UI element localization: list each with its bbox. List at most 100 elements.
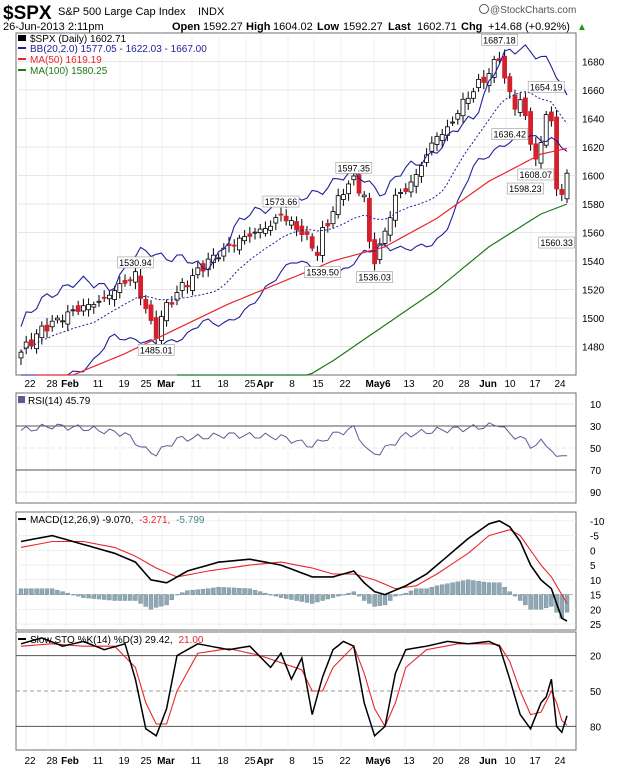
candle	[153, 317, 159, 339]
candle	[554, 116, 559, 190]
macd-histogram-bar	[398, 594, 403, 596]
annotation-box	[491, 128, 529, 140]
candle	[70, 309, 76, 312]
candle	[231, 244, 237, 247]
low-label: Low	[317, 21, 339, 33]
macd-histogram-bar	[320, 594, 325, 601]
candle	[460, 98, 466, 117]
candle	[23, 341, 29, 349]
candle	[351, 175, 357, 181]
candle	[107, 294, 112, 300]
x-axis-label-bottom: 25	[244, 756, 256, 767]
candle	[143, 298, 149, 310]
macd-histogram-bar	[164, 594, 169, 606]
candle	[320, 227, 326, 256]
candle	[158, 316, 164, 341]
macd-histogram	[18, 579, 570, 619]
candle	[81, 305, 86, 312]
candle	[268, 225, 274, 231]
x-axis-label-bottom: 17	[529, 756, 541, 767]
macd-histogram-bar	[231, 587, 237, 595]
macd-histogram-bar	[133, 594, 138, 601]
macd-histogram-bar	[96, 594, 102, 600]
macd-histogram-bar	[481, 581, 486, 595]
candle	[257, 228, 263, 234]
high-value: 1604.02	[273, 21, 313, 33]
macd-histogram-bar	[112, 594, 117, 601]
x-axis-label-top: 17	[529, 379, 541, 390]
macd-histogram-bar	[169, 594, 175, 600]
candle	[549, 111, 554, 122]
macd-histogram-bar	[174, 594, 180, 596]
candle	[533, 143, 539, 160]
annotation-box	[507, 182, 544, 195]
candle	[179, 282, 185, 291]
annotation-label: 1560.33	[540, 238, 573, 248]
annotation-box	[117, 256, 154, 269]
price-tick-label: 1500	[582, 314, 605, 325]
macd-histogram-bar	[190, 589, 195, 595]
macd-histogram-bar	[127, 594, 133, 601]
rsi-line	[20, 422, 568, 457]
macd-histogram-bar	[325, 594, 330, 600]
x-axis-label-top: 20	[432, 379, 444, 390]
macd-histogram-bar	[50, 588, 55, 595]
rsi-tick-label: 30	[590, 422, 602, 433]
macd-tick-label: 5	[590, 561, 596, 572]
candle	[252, 231, 258, 234]
candle	[49, 320, 55, 328]
price-annotation: 1598.23	[507, 182, 544, 195]
macd-histogram-bar	[44, 588, 50, 595]
price-annotation: 1654.19	[527, 80, 565, 93]
annotation-label: 1539.50	[306, 268, 339, 278]
macd-histogram-bar	[533, 594, 538, 610]
macd-histogram-bar	[434, 585, 440, 595]
macd-histogram-bar	[273, 594, 278, 597]
macd-histogram-bar	[393, 594, 398, 597]
annotation-box	[137, 344, 175, 356]
ma50-line	[36, 147, 568, 376]
bb-legend-text: BB(20,2.0) 1577.05 - 1622.03 - 1667.00	[30, 44, 207, 55]
macd-histogram-bar	[252, 589, 258, 595]
candle	[387, 217, 393, 236]
candle	[517, 99, 523, 113]
candle	[543, 114, 549, 146]
x-axis-label-bottom: 22	[339, 756, 351, 767]
macd-histogram-bar	[455, 581, 460, 595]
macd-histogram-bar	[471, 580, 476, 595]
candle	[528, 111, 533, 145]
candle	[377, 243, 383, 260]
sto-k-line	[20, 637, 568, 738]
x-axis-label-bottom: 15	[312, 756, 324, 767]
open-value: 1592.27	[203, 21, 243, 33]
price-tick-label: 1520	[582, 286, 605, 297]
candle	[398, 192, 404, 194]
price-legend: $SPX (Daily) 1602.71 BB(20,2.0) 1577.05 …	[18, 34, 207, 77]
rsi-legend-swatch	[18, 396, 25, 403]
macd-histogram-bar	[216, 587, 221, 595]
annotation-box	[538, 236, 575, 249]
last-label: Last	[388, 21, 411, 33]
macd-histogram-bar	[39, 588, 44, 595]
annotation-label: 1687.18	[483, 35, 516, 45]
macd-histogram-bar	[382, 594, 388, 606]
candle	[366, 197, 372, 242]
x-axis-label-top: 18	[217, 379, 229, 390]
sto-tick-label: 50	[590, 687, 602, 698]
macd-histogram-bar	[153, 594, 159, 608]
macd-histogram-bar	[55, 589, 60, 595]
chart-exchange: INDX	[198, 6, 225, 18]
candle	[117, 283, 123, 293]
candle	[65, 311, 71, 325]
macd-histogram-bar	[117, 594, 123, 601]
chg-value: +14.68 (+0.92%)	[488, 21, 570, 33]
x-axis-label-top: 8	[289, 379, 295, 390]
macd-histogram-bar	[221, 587, 227, 595]
candle	[288, 220, 294, 226]
sto-legend-text: Slow STO %K(14) %D(3) 29.42, 21.00	[30, 635, 204, 646]
price-annotation: 1539.50	[304, 266, 341, 279]
annotation-box	[262, 195, 300, 208]
candle	[392, 194, 398, 221]
x-axis-label-top: 28	[458, 379, 470, 390]
chart-index-name: S&P 500 Large Cap Index	[58, 6, 186, 18]
